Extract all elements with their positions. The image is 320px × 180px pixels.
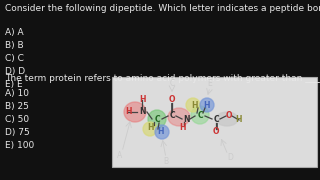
Text: H: H bbox=[148, 123, 154, 132]
Text: C) 50: C) 50 bbox=[5, 115, 29, 124]
Ellipse shape bbox=[124, 102, 146, 122]
Circle shape bbox=[155, 125, 169, 139]
Text: C: C bbox=[169, 111, 175, 120]
Text: D) 75: D) 75 bbox=[5, 128, 30, 137]
Text: A) 10: A) 10 bbox=[5, 89, 29, 98]
Text: H: H bbox=[125, 107, 131, 116]
Text: B) B: B) B bbox=[5, 41, 24, 50]
Ellipse shape bbox=[216, 112, 238, 126]
Text: H: H bbox=[157, 127, 163, 136]
Text: H: H bbox=[204, 100, 210, 109]
Text: N: N bbox=[183, 114, 189, 123]
Text: O: O bbox=[213, 127, 219, 136]
Circle shape bbox=[200, 98, 214, 112]
Circle shape bbox=[148, 110, 166, 128]
Text: H: H bbox=[139, 96, 145, 105]
Text: O: O bbox=[169, 96, 175, 105]
Text: C: C bbox=[213, 114, 219, 123]
Text: C: C bbox=[197, 111, 203, 120]
Text: D) D: D) D bbox=[5, 67, 25, 76]
Circle shape bbox=[186, 98, 200, 112]
Text: E: E bbox=[208, 80, 212, 89]
Text: O: O bbox=[226, 111, 232, 120]
Text: N: N bbox=[139, 107, 145, 116]
Text: Consider the following dipeptide. Which letter indicates a peptide bond?: Consider the following dipeptide. Which … bbox=[5, 4, 320, 13]
Text: E) E: E) E bbox=[5, 80, 23, 89]
Text: H: H bbox=[179, 123, 185, 132]
FancyBboxPatch shape bbox=[112, 77, 317, 167]
Text: H: H bbox=[236, 116, 242, 125]
Circle shape bbox=[143, 122, 157, 136]
Text: A: A bbox=[117, 150, 123, 159]
Text: D: D bbox=[227, 154, 233, 163]
Circle shape bbox=[191, 106, 209, 124]
Text: B: B bbox=[164, 158, 169, 166]
Text: E) 100: E) 100 bbox=[5, 141, 34, 150]
Ellipse shape bbox=[168, 108, 190, 126]
Text: C) C: C) C bbox=[5, 54, 24, 63]
Text: The term protein refers to amino acid polymers with greater than ________amino a: The term protein refers to amino acid po… bbox=[5, 74, 320, 83]
Text: B) 25: B) 25 bbox=[5, 102, 29, 111]
Text: C: C bbox=[169, 80, 175, 89]
Text: A) A: A) A bbox=[5, 28, 24, 37]
Text: C: C bbox=[154, 114, 160, 123]
Text: H: H bbox=[192, 100, 198, 109]
